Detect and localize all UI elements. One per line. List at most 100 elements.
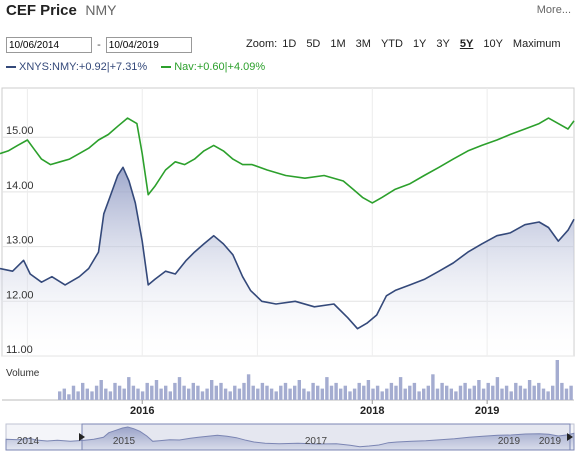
volume-bar bbox=[551, 385, 555, 400]
navigator-selection[interactable] bbox=[81, 423, 571, 451]
volume-bar bbox=[417, 391, 421, 400]
volume-label: Volume bbox=[6, 368, 40, 379]
volume-bar bbox=[504, 385, 509, 400]
volume-bar bbox=[140, 391, 145, 400]
volume-bar bbox=[233, 385, 237, 400]
volume-bar bbox=[260, 382, 265, 400]
volume-bar bbox=[454, 391, 458, 400]
more-link[interactable]: More... bbox=[536, 4, 571, 16]
zoom-option-1y[interactable]: 1Y bbox=[412, 38, 427, 50]
volume-bar bbox=[481, 388, 486, 400]
date-from-input[interactable] bbox=[6, 37, 92, 53]
zoom-option-5y[interactable]: 5Y bbox=[459, 38, 474, 50]
volume-bar bbox=[136, 388, 140, 400]
zoom-option-ytd[interactable]: YTD bbox=[380, 38, 403, 50]
navigator-handle[interactable] bbox=[567, 433, 573, 441]
volume-bar bbox=[251, 385, 255, 400]
volume-bar bbox=[293, 385, 297, 400]
volume-bar bbox=[237, 388, 242, 400]
volume-bar bbox=[205, 388, 209, 400]
price-series-line bbox=[0, 166, 575, 330]
volume-bar bbox=[99, 380, 103, 400]
volume-bar bbox=[108, 391, 113, 400]
volume-bar bbox=[495, 377, 500, 400]
volume-bar bbox=[477, 380, 481, 400]
volume-bar bbox=[334, 382, 338, 400]
navigator-tick-label: 2015 bbox=[113, 436, 136, 447]
legend-label: Nav:+0.60|+4.09% bbox=[174, 61, 266, 73]
volume-bar bbox=[164, 385, 168, 400]
volume-bar bbox=[555, 360, 559, 400]
zoom-option-10y[interactable]: 10Y bbox=[483, 38, 503, 50]
volume-bar bbox=[122, 388, 126, 400]
volume-bar bbox=[518, 385, 523, 400]
volume-bar bbox=[458, 385, 463, 400]
volume-bar bbox=[463, 382, 467, 400]
volume-bar bbox=[187, 388, 191, 400]
volume-bar bbox=[85, 388, 89, 400]
volume-bar bbox=[422, 388, 426, 400]
chart-title: CEF Price bbox=[6, 2, 77, 19]
navigator-handle[interactable] bbox=[79, 433, 85, 441]
volume-bar bbox=[81, 382, 85, 400]
volume-bar bbox=[491, 385, 495, 400]
volume-bar bbox=[228, 391, 232, 400]
date-range: - bbox=[6, 37, 192, 53]
y-tick-label: 15.00 bbox=[6, 125, 34, 137]
y-tick-label: 12.00 bbox=[6, 289, 34, 301]
volume-bar bbox=[316, 385, 320, 400]
volume-bar bbox=[537, 382, 541, 400]
volume-bar bbox=[200, 391, 205, 400]
volume-bar bbox=[362, 385, 366, 400]
volume-bar bbox=[380, 391, 384, 400]
volume-bar bbox=[408, 385, 412, 400]
navigator-series bbox=[5, 426, 575, 451]
volume-bar bbox=[223, 388, 228, 400]
volume-bar bbox=[177, 377, 182, 400]
zoom-option-1d[interactable]: 1D bbox=[282, 38, 297, 50]
volume-bar bbox=[196, 385, 200, 400]
volume-bar bbox=[150, 385, 154, 400]
x-tick-label: 2018 bbox=[360, 405, 384, 417]
volume-bar bbox=[352, 388, 357, 400]
volume-bar bbox=[389, 382, 394, 400]
x-tick-label: 2016 bbox=[130, 405, 154, 417]
volume-bar bbox=[486, 382, 490, 400]
volume-bar bbox=[569, 385, 573, 400]
chart-header: CEF Price NMY bbox=[6, 2, 116, 22]
volume-bar bbox=[320, 388, 324, 400]
volume-bar bbox=[514, 382, 518, 400]
volume-bar bbox=[71, 385, 76, 400]
volume-bar bbox=[104, 388, 108, 400]
volume-bar bbox=[343, 385, 347, 400]
volume-bar bbox=[76, 391, 80, 400]
zoom-option-3y[interactable]: 3Y bbox=[436, 38, 450, 50]
volume-bar bbox=[523, 388, 527, 400]
legend-item[interactable]: XNYS:NMY:+0.92|+7.31% bbox=[6, 61, 147, 73]
volume-bar bbox=[468, 388, 472, 400]
volume-bar bbox=[242, 382, 246, 400]
zoom-option-3m[interactable]: 3M bbox=[355, 38, 371, 50]
volume-bar bbox=[371, 388, 375, 400]
volume-bar bbox=[329, 385, 334, 400]
zoom-option-1m[interactable]: 1M bbox=[330, 38, 346, 50]
y-tick-label: 13.00 bbox=[6, 235, 34, 247]
volume-bar bbox=[67, 394, 71, 400]
zoom-option-5d[interactable]: 5D bbox=[306, 38, 321, 50]
volume-bar bbox=[269, 388, 274, 400]
volume-bar bbox=[297, 380, 301, 400]
volume-bar bbox=[62, 388, 66, 400]
volume-bar bbox=[256, 388, 260, 400]
zoom-option-maximum[interactable]: Maximum bbox=[512, 38, 561, 50]
legend-swatch bbox=[161, 66, 172, 69]
date-to-input[interactable] bbox=[105, 37, 192, 53]
volume-bar bbox=[173, 382, 177, 400]
zoom-label: Zoom: bbox=[246, 38, 278, 50]
volume-bar bbox=[394, 385, 398, 400]
volume-bar bbox=[527, 380, 532, 400]
volume-bar bbox=[274, 391, 278, 400]
legend-item[interactable]: Nav:+0.60|+4.09% bbox=[161, 61, 265, 73]
volume-bar bbox=[560, 382, 564, 400]
volume-bar bbox=[131, 385, 136, 400]
